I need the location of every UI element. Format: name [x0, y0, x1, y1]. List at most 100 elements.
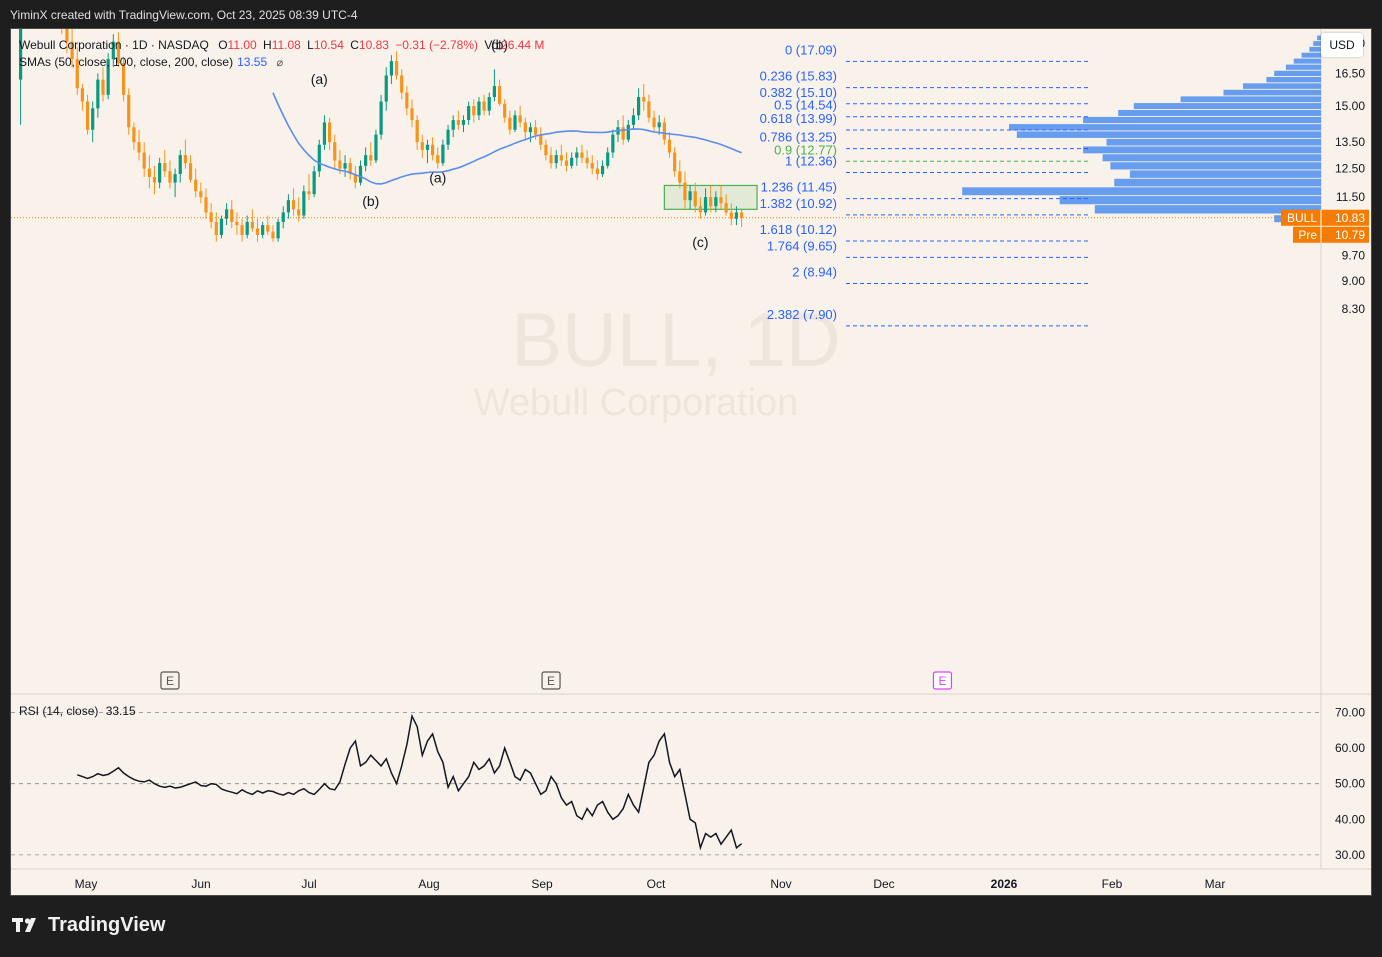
pre-tag-value: 10.79 — [1335, 228, 1365, 242]
candle-body — [554, 155, 558, 164]
volume-profile-bar — [1301, 52, 1321, 58]
candle-body — [637, 97, 641, 116]
candle-body — [523, 122, 527, 133]
volume-profile-bar — [1118, 109, 1321, 117]
candle-body — [734, 212, 739, 219]
volume-profile-bar — [1009, 124, 1321, 131]
candle-body — [111, 41, 115, 60]
legend-high-value: 11.08 — [271, 38, 301, 52]
volume-profile-bar — [1059, 196, 1321, 205]
rsi-tick-label: 40.00 — [1335, 812, 1365, 826]
price-tick-label: 15.00 — [1335, 99, 1365, 113]
candle-body — [333, 142, 337, 161]
earnings-marker-label: E — [547, 674, 555, 688]
candle-body — [693, 191, 697, 207]
volume-profile-bar — [1285, 64, 1321, 70]
candle-body — [703, 197, 708, 213]
volume-profile-bar — [1114, 178, 1321, 187]
candle-body — [209, 212, 213, 222]
fib-level-label: 0.9 (12.77) — [774, 142, 837, 157]
candle-body — [606, 152, 610, 166]
candle-body — [364, 155, 368, 166]
price-axis-area — [1321, 29, 1371, 895]
legend-open-value: 11.00 — [227, 38, 257, 52]
pre-tag-label: Pre — [1298, 228, 1317, 242]
candle-body — [255, 228, 260, 235]
legend-sma-label[interactable]: SMAs (50, close, 100, close, 200, close) — [19, 55, 234, 69]
candle-body — [281, 212, 285, 222]
candle-body — [214, 221, 218, 235]
candle-body — [389, 61, 393, 76]
candle-body — [740, 212, 744, 218]
candle-body — [461, 120, 466, 125]
legend-change: −0.31 (−2.78%) — [395, 38, 479, 52]
legend-ohlc-row: Webull Corporation · 1D · NASDAQ O11.00 … — [19, 37, 547, 54]
earnings-marker-box — [932, 671, 953, 690]
candle-body — [374, 134, 378, 161]
candle-body — [549, 155, 553, 164]
candle-body — [508, 117, 512, 130]
candle-body — [652, 117, 656, 128]
price-tick-label: 9.70 — [1342, 249, 1366, 263]
legend-symbol[interactable]: Webull Corporation · 1D · NASDAQ — [19, 38, 209, 52]
fib-level-label: 2.382 (7.90) — [767, 307, 837, 322]
fib-level-label: 0.5 (14.54) — [774, 98, 837, 113]
candle-body — [631, 115, 636, 125]
volume-profile-bar — [1129, 170, 1321, 178]
chart-legend: Webull Corporation · 1D · NASDAQ O11.00 … — [19, 37, 547, 71]
candle-body — [611, 134, 615, 153]
price-tick-label: 9.00 — [1342, 274, 1366, 288]
rsi-legend-label[interactable]: RSI (14, close) — [19, 704, 99, 718]
earnings-marker-label: E — [938, 674, 946, 688]
candle-body — [456, 120, 460, 125]
time-axis-label: Oct — [647, 877, 666, 891]
candle-body — [199, 191, 203, 198]
candle-body — [307, 191, 311, 195]
candle-body — [348, 163, 352, 175]
volume-profile-bar — [1313, 41, 1321, 46]
fib-level-label: 0.618 (13.99) — [760, 111, 837, 126]
currency-button[interactable]: USD — [1321, 33, 1363, 57]
candle-body — [539, 134, 543, 145]
candle-body — [570, 157, 574, 166]
candle-body — [322, 122, 327, 145]
price-tick-label: 16.50 — [1335, 66, 1365, 80]
rsi-tick-label: 60.00 — [1335, 741, 1365, 755]
candle-body — [122, 63, 126, 95]
candle-body — [96, 79, 100, 109]
candle-body — [394, 61, 399, 76]
candle-body — [410, 108, 414, 121]
candle-body — [662, 122, 666, 140]
rsi-line — [77, 713, 743, 851]
candle-body — [590, 163, 594, 169]
legend-low-value: 10.54 — [313, 38, 344, 52]
candle-body — [714, 197, 718, 207]
candle-body — [168, 171, 172, 183]
fib-level-label: 0.382 (15.10) — [760, 85, 837, 100]
tradingview-wordmark: TradingView — [48, 914, 166, 936]
candle-body — [70, 41, 74, 60]
earnings-marker-box — [160, 671, 180, 690]
volume-profile-bar — [1223, 89, 1321, 96]
candle-body — [621, 127, 625, 140]
candle-body — [379, 101, 383, 135]
wave-label: (b) — [362, 193, 379, 209]
candle-body — [657, 122, 661, 128]
candle-body — [431, 144, 435, 156]
legend-high-label: H — [263, 38, 272, 52]
time-axis-label: Nov — [770, 877, 791, 891]
volume-profile-bar — [1102, 154, 1321, 162]
candle-body — [328, 122, 332, 143]
candle-body — [400, 75, 404, 93]
candle-body — [266, 225, 270, 232]
candle-body — [276, 221, 280, 239]
time-axis-label: Jul — [301, 877, 316, 891]
rsi-tick-label: 30.00 — [1335, 848, 1365, 862]
candle-body — [724, 203, 728, 213]
fib-level-label: 0.236 (15.83) — [760, 69, 837, 84]
fibonacci-retracement: 0 (17.09) 0.236 (15.83)0.382 (15.10)0.5 (… — [760, 42, 1091, 327]
eye-off-icon[interactable]: ⌀ — [276, 57, 284, 69]
volume-profile-bar — [1243, 83, 1321, 89]
